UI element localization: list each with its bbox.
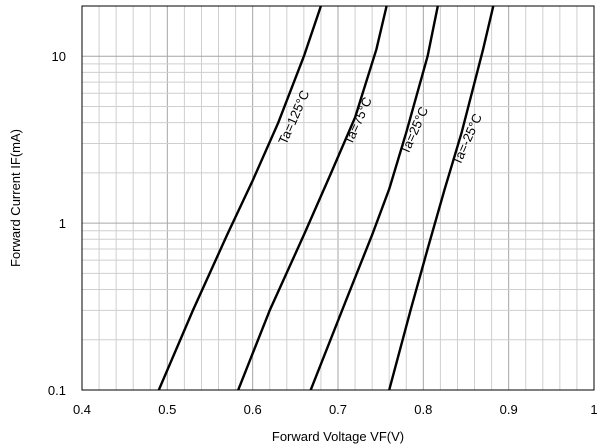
x-tick-label: 0.6 bbox=[244, 402, 262, 417]
series-curve-0 bbox=[157, 5, 323, 391]
x-tick-label: 1 bbox=[590, 402, 597, 417]
grid bbox=[81, 5, 595, 391]
series-label-3: Ta=-25°C bbox=[449, 111, 485, 167]
x-axis-title: Forward Voltage VF(V) bbox=[272, 429, 404, 444]
x-tick-label: 0.8 bbox=[414, 402, 432, 417]
y-axis-title: Forward Current IF(mA) bbox=[8, 129, 23, 267]
series-curve-1 bbox=[237, 5, 388, 391]
series-curves bbox=[157, 5, 495, 391]
x-tick-label: 0.5 bbox=[158, 402, 176, 417]
x-tick-label: 0.4 bbox=[73, 402, 91, 417]
series-labels: Ta=125°C Ta=75°C Ta=25°C Ta=-25°C bbox=[275, 88, 485, 167]
y-tick-label: 10 bbox=[52, 49, 66, 64]
series-label-1: Ta=75°C bbox=[341, 95, 375, 147]
y-tick-label: 1 bbox=[59, 216, 66, 231]
x-tick-label: 0.9 bbox=[500, 402, 518, 417]
series-curve-3 bbox=[388, 5, 495, 391]
series-curve-2 bbox=[309, 5, 439, 391]
x-tick-labels: 0.4 0.5 0.6 0.7 0.8 0.9 1 bbox=[73, 402, 598, 417]
x-tick-label: 0.7 bbox=[329, 402, 347, 417]
series-label-2: Ta=25°C bbox=[397, 104, 431, 156]
plot-frame bbox=[81, 5, 595, 391]
y-tick-labels: 0.1 1 10 bbox=[48, 49, 66, 398]
y-tick-label: 0.1 bbox=[48, 383, 66, 398]
